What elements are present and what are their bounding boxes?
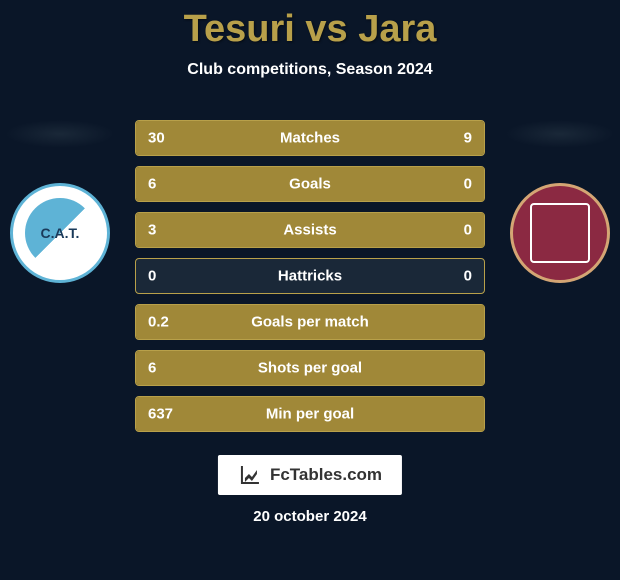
stat-label: Assists <box>283 222 336 239</box>
chart-icon <box>238 463 262 487</box>
player-left-shadow <box>5 120 115 148</box>
club-logo-right-inner <box>530 203 590 263</box>
player-right-shadow <box>505 120 615 148</box>
stat-label: Matches <box>280 130 340 147</box>
stat-label: Shots per goal <box>258 360 362 377</box>
club-logo-left: C.A.T. <box>10 183 110 283</box>
stat-label: Goals <box>289 176 331 193</box>
stat-value-left: 0.2 <box>148 314 169 331</box>
stat-value-left: 6 <box>148 360 156 377</box>
club-logo-right <box>510 183 610 283</box>
player-right-panel <box>500 120 620 283</box>
stat-value-right: 0 <box>464 268 472 285</box>
stat-value-left: 30 <box>148 130 165 147</box>
stat-row: 3 Assists 0 <box>135 212 485 248</box>
stat-value-left: 637 <box>148 406 173 423</box>
footer-brand-text: FcTables.com <box>270 465 382 485</box>
player-left-panel: C.A.T. <box>0 120 120 283</box>
stat-label: Goals per match <box>251 314 369 331</box>
page-title: Tesuri vs Jara <box>0 0 620 51</box>
footer-brand: FcTables.com <box>218 455 402 495</box>
stat-row: 6 Shots per goal <box>135 350 485 386</box>
date-text: 20 october 2024 <box>253 508 366 525</box>
stat-value-left: 3 <box>148 222 156 239</box>
stat-row: 6 Goals 0 <box>135 166 485 202</box>
stat-row: 637 Min per goal <box>135 396 485 432</box>
stat-row: 30 Matches 9 <box>135 120 485 156</box>
stat-row: 0 Hattricks 0 <box>135 258 485 294</box>
stats-container: 30 Matches 9 6 Goals 0 3 Assists 0 0 Hattricks 0 0.2… <box>135 120 485 442</box>
subtitle: Club competitions, Season 2024 <box>0 61 620 79</box>
stat-row: 0.2 Goals per match <box>135 304 485 340</box>
stat-label: Hattricks <box>278 268 342 285</box>
stat-value-left: 0 <box>148 268 156 285</box>
stat-label: Min per goal <box>266 406 354 423</box>
club-logo-left-text: C.A.T. <box>25 198 95 268</box>
stat-value-right: 0 <box>464 176 472 193</box>
stat-value-left: 6 <box>148 176 156 193</box>
stat-value-right: 0 <box>464 222 472 239</box>
stat-value-right: 9 <box>464 130 472 147</box>
